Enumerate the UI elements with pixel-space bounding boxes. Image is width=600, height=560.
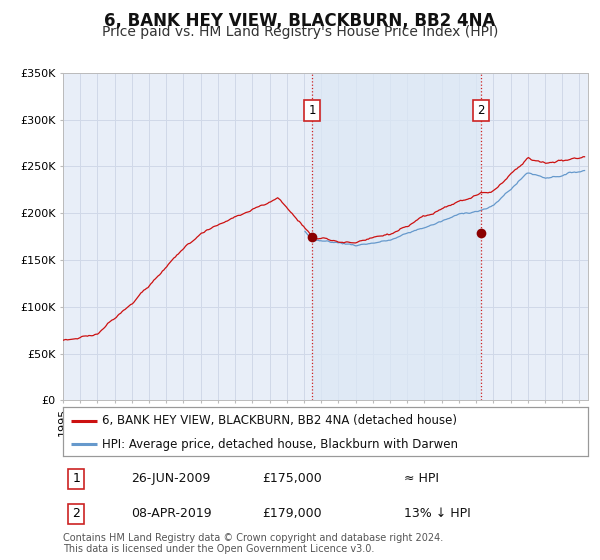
Text: Price paid vs. HM Land Registry's House Price Index (HPI): Price paid vs. HM Land Registry's House … <box>102 25 498 39</box>
Text: HPI: Average price, detached house, Blackburn with Darwen: HPI: Average price, detached house, Blac… <box>103 437 458 451</box>
Text: 13% ↓ HPI: 13% ↓ HPI <box>404 507 471 520</box>
Text: 2: 2 <box>72 507 80 520</box>
Text: 26-JUN-2009: 26-JUN-2009 <box>131 472 211 486</box>
Text: 6, BANK HEY VIEW, BLACKBURN, BB2 4NA: 6, BANK HEY VIEW, BLACKBURN, BB2 4NA <box>104 12 496 30</box>
Text: This data is licensed under the Open Government Licence v3.0.: This data is licensed under the Open Gov… <box>63 544 374 554</box>
Text: 1: 1 <box>72 472 80 486</box>
Text: 08-APR-2019: 08-APR-2019 <box>131 507 212 520</box>
Text: ≈ HPI: ≈ HPI <box>404 472 439 486</box>
Text: Contains HM Land Registry data © Crown copyright and database right 2024.: Contains HM Land Registry data © Crown c… <box>63 533 443 543</box>
Text: 1: 1 <box>308 104 316 116</box>
Text: 2: 2 <box>477 104 485 116</box>
Text: 6, BANK HEY VIEW, BLACKBURN, BB2 4NA (detached house): 6, BANK HEY VIEW, BLACKBURN, BB2 4NA (de… <box>103 414 457 427</box>
Bar <box>312 73 481 400</box>
Text: £179,000: £179,000 <box>263 507 322 520</box>
Text: £175,000: £175,000 <box>263 472 322 486</box>
